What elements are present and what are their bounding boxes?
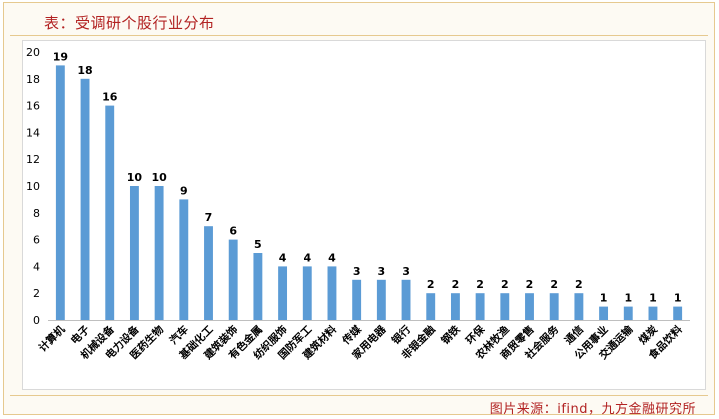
data-label: 2 [550,278,558,291]
data-label: 6 [229,225,237,238]
data-label: 19 [53,50,68,63]
bar [549,293,559,320]
y-tick-label: 18 [26,73,40,86]
data-label: 2 [427,278,435,291]
bar [302,266,312,320]
bar [129,186,139,320]
y-tick-label: 14 [26,126,40,139]
bar [648,306,658,320]
y-tick-label: 2 [33,287,40,300]
data-label: 2 [501,278,509,291]
bar [55,65,65,321]
category-label: 钢铁 [439,323,463,347]
bar [105,105,115,320]
data-label: 10 [151,171,167,184]
bar [352,279,362,320]
figure-frame: 表：受调研个股行业分布 图片来源：ifind，九方金融研究所 [3,2,715,417]
y-tick-label: 4 [33,260,40,273]
data-label: 2 [526,278,534,291]
data-label: 2 [575,278,583,291]
bar [525,293,534,320]
data-label: 5 [254,238,262,251]
data-label: 9 [180,184,188,197]
data-label: 7 [205,211,213,224]
data-label: 1 [649,292,657,305]
y-tick-label: 0 [33,314,40,327]
data-label: 2 [476,278,484,291]
data-label: 4 [279,251,287,264]
y-tick-label: 8 [33,207,40,220]
bar [228,239,238,320]
source-note: 图片来源：ifind，九方金融研究所 [489,402,696,417]
data-label: 18 [77,64,92,77]
data-label: 16 [102,91,118,104]
bar [623,306,633,320]
bar [426,293,436,320]
bar [154,186,164,320]
data-label: 1 [624,292,632,305]
bar [401,279,411,320]
bar [80,78,90,320]
y-tick-label: 16 [26,100,40,113]
data-label: 2 [452,278,460,291]
y-tick-label: 12 [26,153,40,166]
bar [574,293,584,320]
bar [500,293,510,320]
bar [599,306,609,320]
bar [327,266,337,320]
data-label: 1 [674,292,682,305]
bar [204,226,213,320]
data-label: 4 [328,251,336,264]
bar [376,279,386,320]
bar [278,266,288,320]
title-divider [10,35,708,36]
data-label: 3 [353,265,361,278]
bar [475,293,485,320]
footer-divider [10,395,708,396]
data-label: 1 [600,292,608,305]
category-label: 计算机 [36,323,68,355]
bar [450,293,460,320]
y-tick-label: 10 [26,180,40,193]
bar [253,253,263,320]
data-label: 10 [127,171,143,184]
y-tick-label: 20 [26,46,40,59]
data-label: 4 [303,251,311,264]
y-tick-label: 6 [33,234,40,247]
bar [673,306,683,320]
data-label: 3 [378,265,386,278]
bar [179,199,189,320]
data-label: 3 [402,265,410,278]
figure-title: 表：受调研个股行业分布 [44,14,215,32]
